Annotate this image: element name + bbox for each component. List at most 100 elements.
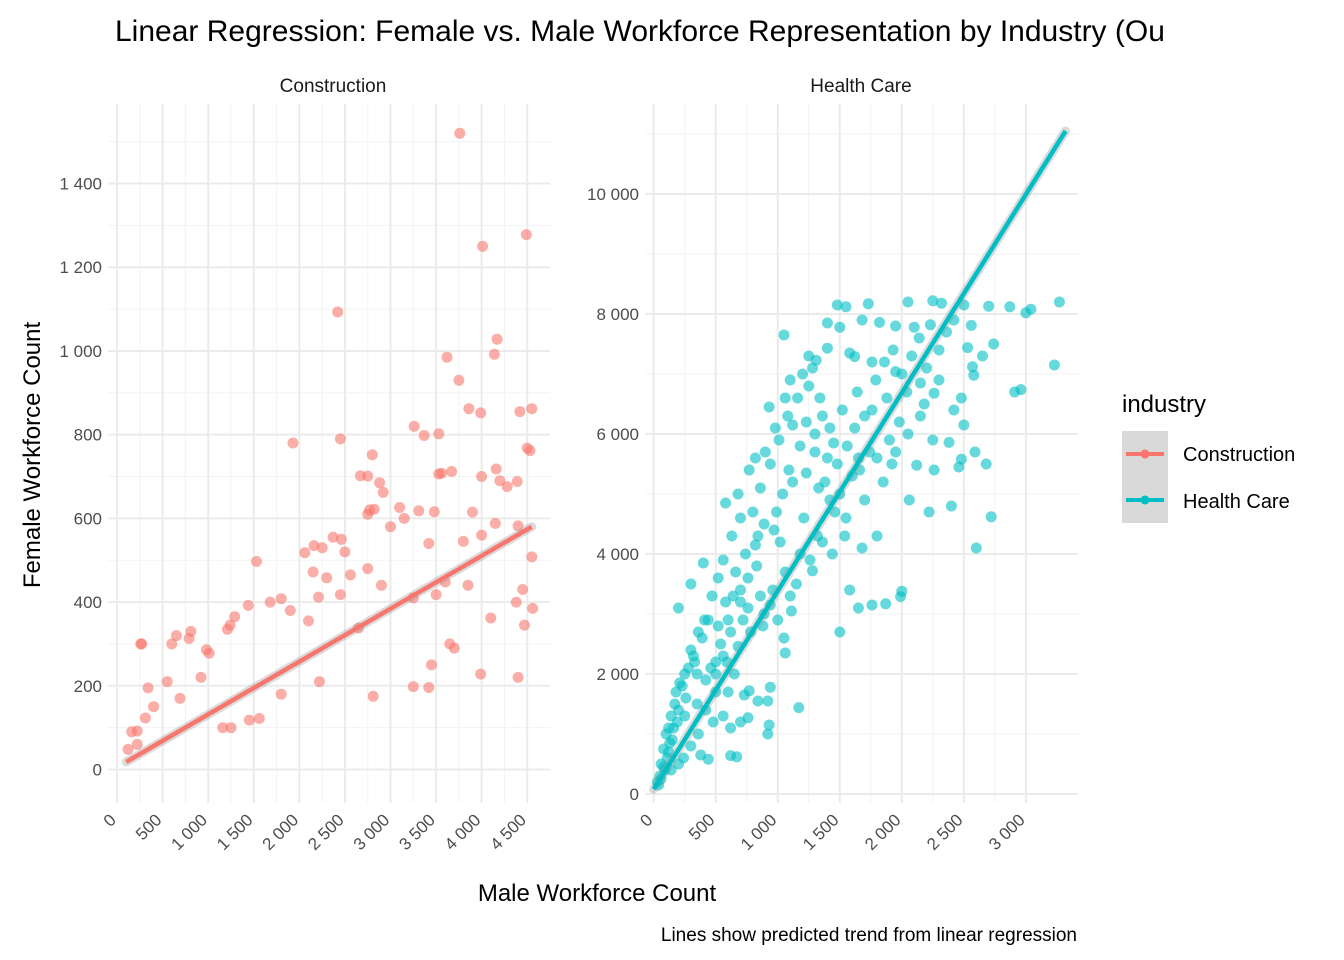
data-point [692,728,704,740]
data-point [1053,296,1065,308]
data-point [841,440,853,452]
data-point [725,750,737,762]
y-tick-label: 8 000 [596,305,639,324]
x-tick-label: 4 500 [487,810,531,854]
data-point [243,714,255,726]
x-tick-label: 1 500 [799,810,843,854]
data-point [676,680,688,692]
data-point [344,569,356,581]
data-point [763,719,775,731]
data-point [809,428,821,440]
data-point [695,749,707,761]
data-point [896,368,908,380]
legend-title: industry [1122,391,1206,418]
data-point [779,392,791,404]
data-point [166,638,178,650]
data-point [871,530,883,542]
data-point [313,591,324,603]
data-point [467,506,478,518]
data-point [489,517,501,529]
data-point [902,428,914,440]
data-point [752,530,764,542]
data-point [524,445,536,457]
data-point [485,612,497,624]
data-point [902,296,914,308]
y-tick-label: 10 000 [587,185,639,204]
data-point [774,536,786,548]
data-point [778,632,790,644]
legend-entry-health-care: Health Care [1122,477,1290,523]
data-point [953,461,965,473]
data-point [477,240,489,252]
data-point [742,572,754,584]
data-point [374,477,386,489]
data-point [526,551,538,563]
data-point [174,692,186,704]
data-point [457,535,469,547]
data-point [735,716,746,728]
data-point [720,497,732,509]
data-point [849,351,861,363]
data-point [726,530,738,542]
data-point [375,579,387,591]
data-point [321,572,333,584]
data-point [816,536,828,548]
regression-line [121,522,537,767]
x-tick-label: 3 500 [395,810,439,854]
data-point [510,596,522,608]
data-point [913,332,925,344]
y-tick-label: 2 000 [596,665,639,684]
data-point [691,698,703,710]
data-point [790,578,802,590]
data-point [785,605,797,617]
data-point [707,716,719,728]
data-point [921,362,933,374]
y-tick-label: 1 200 [59,258,102,277]
data-point [763,401,775,413]
data-point [217,722,229,734]
data-point [715,638,727,650]
data-point [787,419,799,431]
data-point [933,344,945,356]
data-point [200,644,212,656]
data-point [859,494,871,506]
data-point [743,685,755,697]
data-point [224,619,236,631]
data-point [692,626,704,638]
data-point [229,611,241,623]
data-point [251,556,262,567]
data-point [924,319,936,331]
data-point [807,565,818,577]
x-tick-label: 2 500 [923,810,967,854]
data-point [423,682,435,693]
data-point [519,619,530,631]
data-point [890,446,902,458]
data-point [977,350,988,362]
data-point [773,434,785,446]
data-point [476,471,488,482]
data-point [794,440,806,452]
data-point [764,681,776,693]
data-point [453,374,465,386]
data-point [135,638,147,650]
legend-key-point [1140,449,1150,459]
data-point [122,743,134,755]
x-tick-label: 0 [636,810,656,830]
y-tick-label: 1 400 [59,175,102,194]
data-point [886,458,898,470]
data-point [335,533,347,545]
data-point [943,436,955,448]
data-point [1004,301,1016,313]
data-point [394,502,406,513]
data-point [462,579,474,591]
data-point [927,434,939,446]
data-point [303,615,314,627]
data-point [512,671,524,683]
data-point [928,464,940,476]
data-point [339,546,351,558]
data-point [660,728,672,740]
data-point [512,520,524,532]
data-point [514,406,526,418]
data-point [275,688,287,700]
